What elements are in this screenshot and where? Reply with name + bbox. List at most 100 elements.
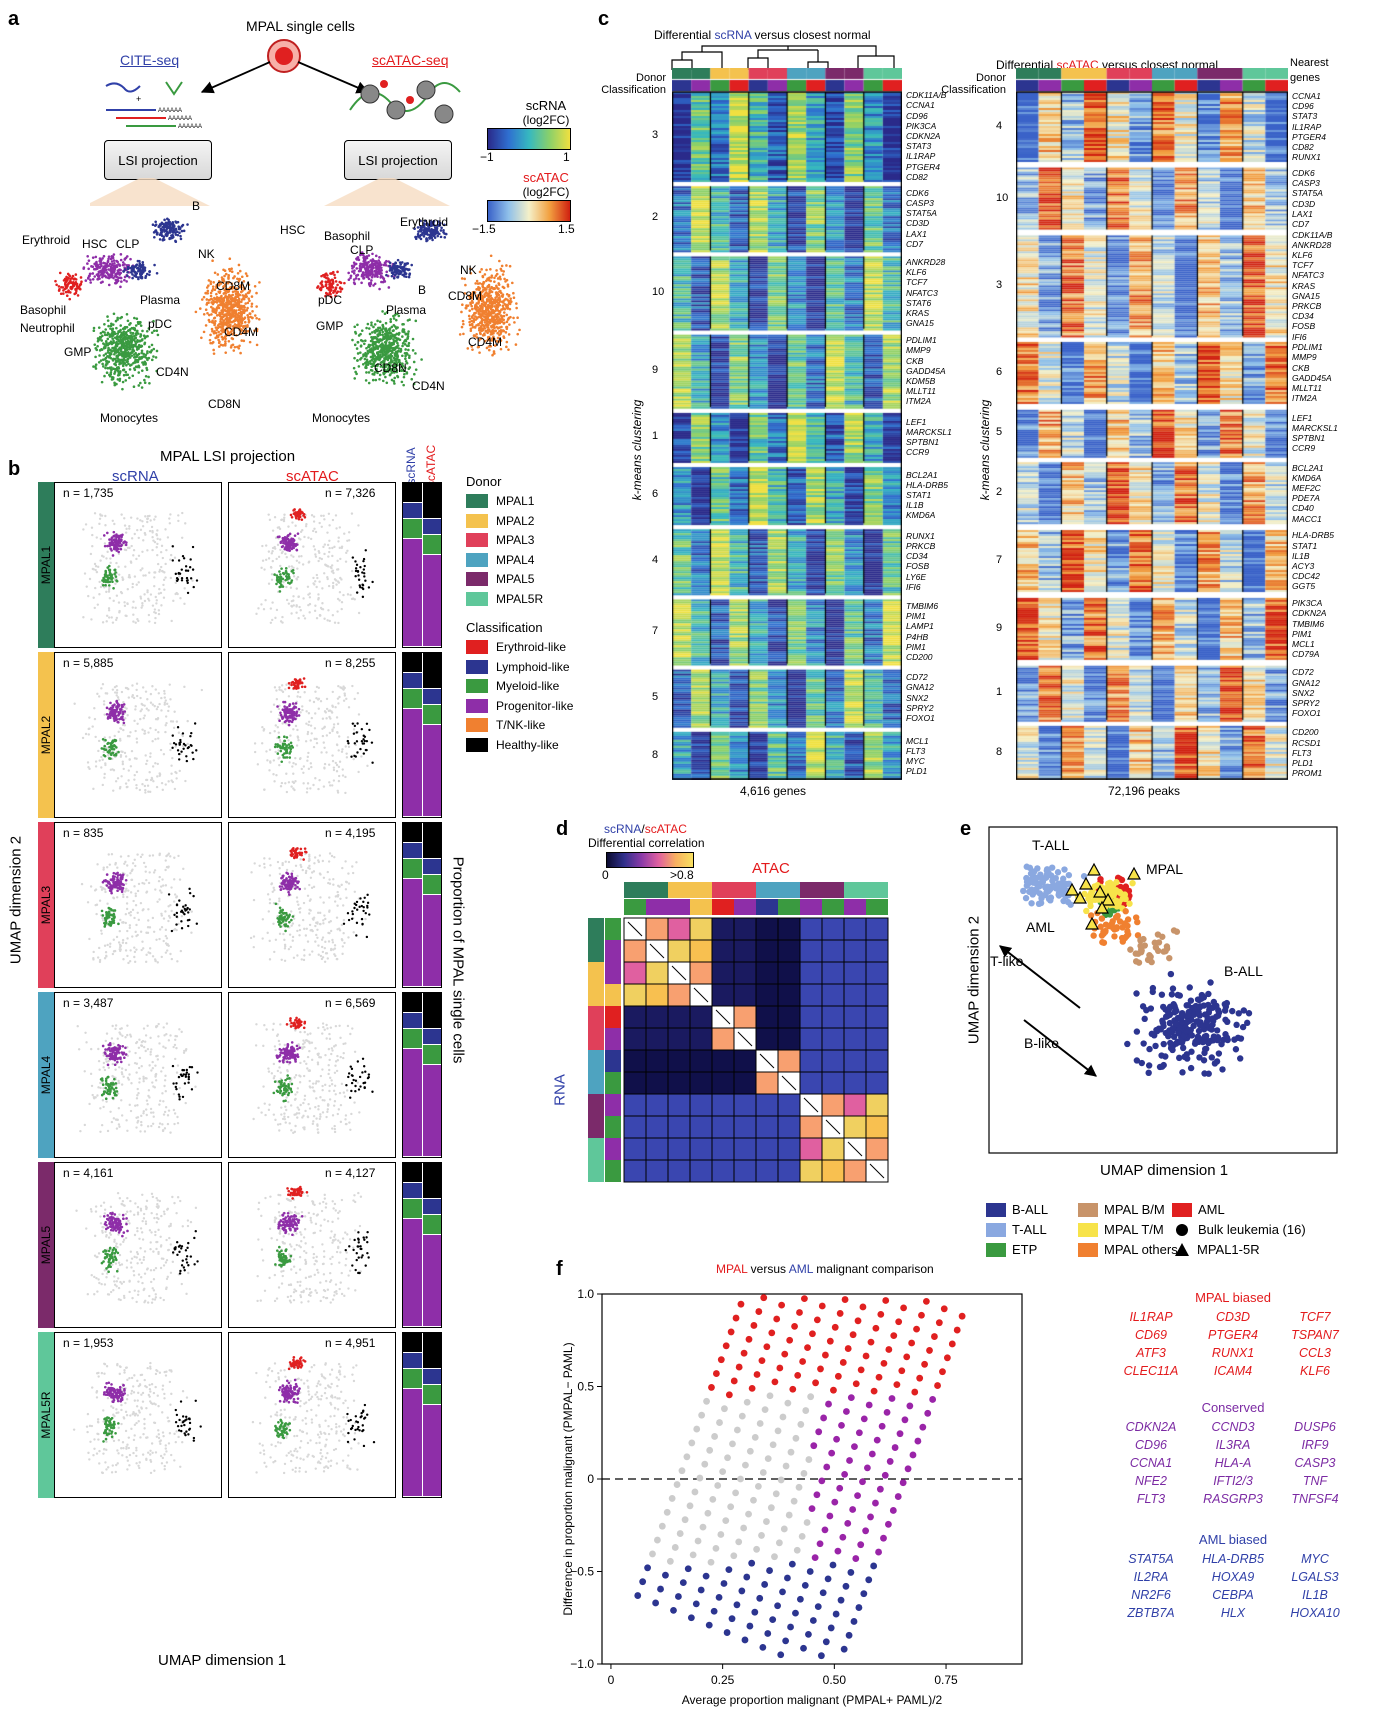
cluster-id: 1 [652,430,659,442]
scatter-point [847,1394,855,1401]
scatter-point [712,1370,720,1377]
cluster-label-l13: CD8N [208,397,241,411]
legend-swatch [466,698,488,713]
gene-name: ITM2A [1292,393,1318,404]
scatter-point [759,1643,767,1651]
gene-name: MMP9 [1292,352,1317,363]
gene-list: BCL2A1 KMD6A MEF2C PDE7A CD40 MACC1 [1292,463,1324,524]
gene-name: IL3RA [1215,1438,1251,1452]
bar-segment [422,1029,441,1046]
scatter-point [849,1506,857,1513]
scatter-point [791,1322,798,1330]
cluster-label-l4: NK [198,247,215,261]
scatter-point [746,1622,754,1630]
x-tick-label: 0 [608,1673,615,1687]
legend-label: MPAL1-5R [1197,1242,1260,1257]
legend-swatch [1175,1243,1189,1256]
gene-name: FOSB [1292,321,1316,332]
scatter-point [826,1337,834,1345]
bar-segment [403,1352,422,1370]
cluster-id: 9 [652,363,659,376]
scatter-point [876,1485,884,1493]
donor-tab-MPAL2: MPAL2 [38,652,54,818]
scatter-point [859,1303,867,1311]
panel-d-scale-max: >0.8 [670,868,694,882]
scatter-point [827,1624,835,1632]
cluster-label-l3: CLP [116,237,139,251]
bar-segment [403,538,422,647]
scatter-point [771,1378,779,1386]
scatter-point [895,1318,903,1326]
gene-name: KLF6 [1292,250,1313,260]
scatter-point [872,1324,880,1332]
scatter-point [852,1555,860,1562]
cluster-label-r0: HSC [280,223,306,237]
scatter-point [670,1606,677,1614]
gene-name: CD3D [1292,198,1316,209]
scatter-point [722,1342,730,1350]
scatter-point [822,1351,829,1359]
scatter-point [777,1651,785,1659]
gene-name: HLA-DRB5 [906,479,949,490]
scatter-point [644,1564,651,1572]
scatter-point [836,1484,844,1492]
scale-rna-max: 1 [563,150,570,164]
gene-name: HLA-A [1214,1456,1252,1470]
gene-name: ACY3 [1292,560,1315,571]
bar-segment [422,823,441,860]
scale-atac-max: 1.5 [558,222,575,236]
panel-a-arrows [200,61,370,94]
cluster-label-r6: CD8M [448,289,482,303]
cluster-label-l7: Plasma [140,293,180,307]
scatter-point [786,1336,794,1344]
legend-e-Bulk leukemia (16): Bulk leukemia (16) [1172,1222,1306,1237]
scatter-point [797,1421,805,1428]
rna-heatmap [672,68,902,780]
gene-name: CD82 [906,171,928,182]
cluster-label-r2: Basophil [324,229,370,243]
scatter-point [654,1536,661,1544]
cluster-label-l14: Monocytes [100,411,158,425]
scatter-point [852,1380,860,1388]
y-tick-label: 1.0 [577,1287,594,1301]
gene-name: GNA12 [1292,677,1320,688]
x-tick-label: 0.25 [711,1673,735,1687]
gene-name: CCNA1 [906,100,935,111]
scatter-point [846,1457,853,1464]
scatter-point [756,1594,764,1602]
cluster-id: 5 [652,690,659,703]
bar-segment [403,653,422,673]
umap-points [252,1016,374,1135]
gene-name: CASP3 [1294,1456,1336,1470]
scatter-point [867,1513,874,1521]
gene-name: TSPAN7 [1291,1328,1339,1342]
scatter-point [750,1496,757,1504]
legend-label: Lymphoid-like [496,659,570,674]
scatter-point [708,1384,715,1391]
gene-name: IFTI2/3 [1213,1474,1253,1488]
scatac-schematic [349,80,461,124]
gene-name: TCF7 [1292,260,1314,271]
cluster-label-r12: CD4N [412,379,445,393]
donor-tab-label: MPAL4 [39,1055,53,1095]
gene-name: KLF6 [906,267,927,278]
y-axis-label: Difference in proportion malignant (PMPA… [561,1342,575,1615]
conserved-genes: CDKN2A CCND3 DUSP6 CD96 IL3RA IRF9 CCNA1 HLA-A C… [1110,1420,1356,1506]
scatter-point [828,1449,836,1457]
gene-name: PIM1 [906,611,926,622]
scatter-point [830,1386,837,1394]
scatter-point [784,1399,792,1407]
gene-list: PIK3CA CDKN2A TMBIM6 PIM1 MCL1 CD79A [1292,598,1326,659]
gene-list: PDLIM1 MMP9 CKB GADD45A KDM5B MLLT11 ITM2A [906,335,946,406]
scatter-point [810,1442,818,1450]
scale-rna-title: scRNA [525,98,567,113]
lsi-left-label: LSI projection [118,152,198,168]
scatter-point [703,1397,710,1405]
legend-class-Lymphoid-like: Lymphoid-like [466,659,570,674]
scatter-point [723,1629,731,1636]
scatter-point [772,1490,780,1498]
rna-kmeans-ylabel: k-means clustering [630,399,644,501]
scatter-point [796,1309,803,1316]
panel-b-col-atac: scATAC [286,468,339,485]
scatter-point [847,1569,855,1576]
